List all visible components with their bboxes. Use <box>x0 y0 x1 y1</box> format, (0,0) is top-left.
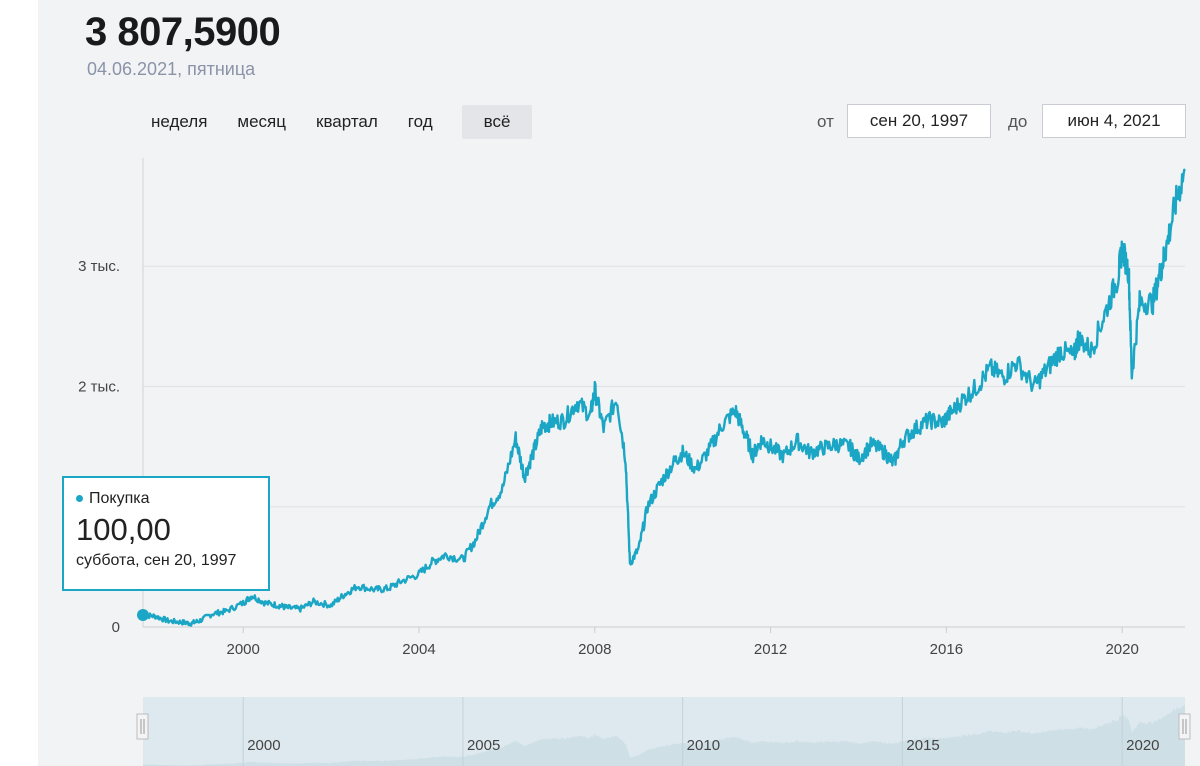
range-quarter-button[interactable]: квартал <box>316 112 378 131</box>
navigator-tick-label: 2020 <box>1126 737 1159 754</box>
navigator-tick-label: 2010 <box>687 737 720 754</box>
navigator-tick-label: 2005 <box>467 737 500 754</box>
main-panel <box>62 0 1200 766</box>
navigator-area <box>143 704 1185 766</box>
y-tick-label: 3 тыс. <box>78 258 120 275</box>
from-date-input[interactable]: сен 20, 1997 <box>847 104 991 138</box>
range-week-button[interactable]: неделя <box>151 112 208 131</box>
tooltip-series-name: Покупка <box>89 490 150 507</box>
navigator-ticks: 2000 2005 2010 2015 2020 <box>242 697 1160 766</box>
x-tick-label: 2004 <box>402 641 435 658</box>
to-label: до <box>1008 112 1028 131</box>
y-tick-label: 0 <box>112 619 120 636</box>
x-tick-label: 2000 <box>227 641 260 658</box>
series-dot-icon <box>76 495 83 503</box>
start-point-marker[interactable] <box>137 608 149 621</box>
navigator-tick-label: 2000 <box>247 737 280 754</box>
navigator-tick-label: 2015 <box>906 737 939 754</box>
tooltip-date: суббота, сен 20, 1997 <box>76 552 237 569</box>
x-tick-label: 2008 <box>578 641 611 658</box>
chart-grid <box>143 265 1185 628</box>
series-line-pokupka[interactable] <box>142 168 1186 627</box>
left-panel-edge <box>0 0 38 766</box>
from-label: от <box>817 112 834 131</box>
current-date: 04.06.2021, пятница <box>87 59 256 79</box>
x-tick-label: 2016 <box>930 641 963 658</box>
x-tick-label: 2020 <box>1105 641 1138 658</box>
range-selector: неделя месяц квартал год всё <box>136 105 533 139</box>
range-month-button[interactable]: месяц <box>237 112 286 131</box>
y-tick-label: 2 тыс. <box>78 378 120 395</box>
navigator-left-handle[interactable] <box>136 713 149 740</box>
tooltip-value: 100,00 <box>76 512 171 547</box>
x-tick-label: 2012 <box>754 641 787 658</box>
range-all-button[interactable]: всё <box>461 105 533 139</box>
current-price: 3 807,5900 <box>85 10 281 54</box>
chart-tooltip: Покупка 100,00 суббота, сен 20, 1997 <box>62 476 270 591</box>
x-axis-ticks: 2000 2004 2008 2012 2016 2020 <box>227 627 1139 658</box>
range-year-button[interactable]: год <box>407 112 433 131</box>
navigator-right-handle[interactable] <box>1178 713 1191 740</box>
to-date-input[interactable]: июн 4, 2021 <box>1042 104 1186 138</box>
y-axis-ticks: 0 2 тыс. 3 тыс. <box>78 258 120 636</box>
